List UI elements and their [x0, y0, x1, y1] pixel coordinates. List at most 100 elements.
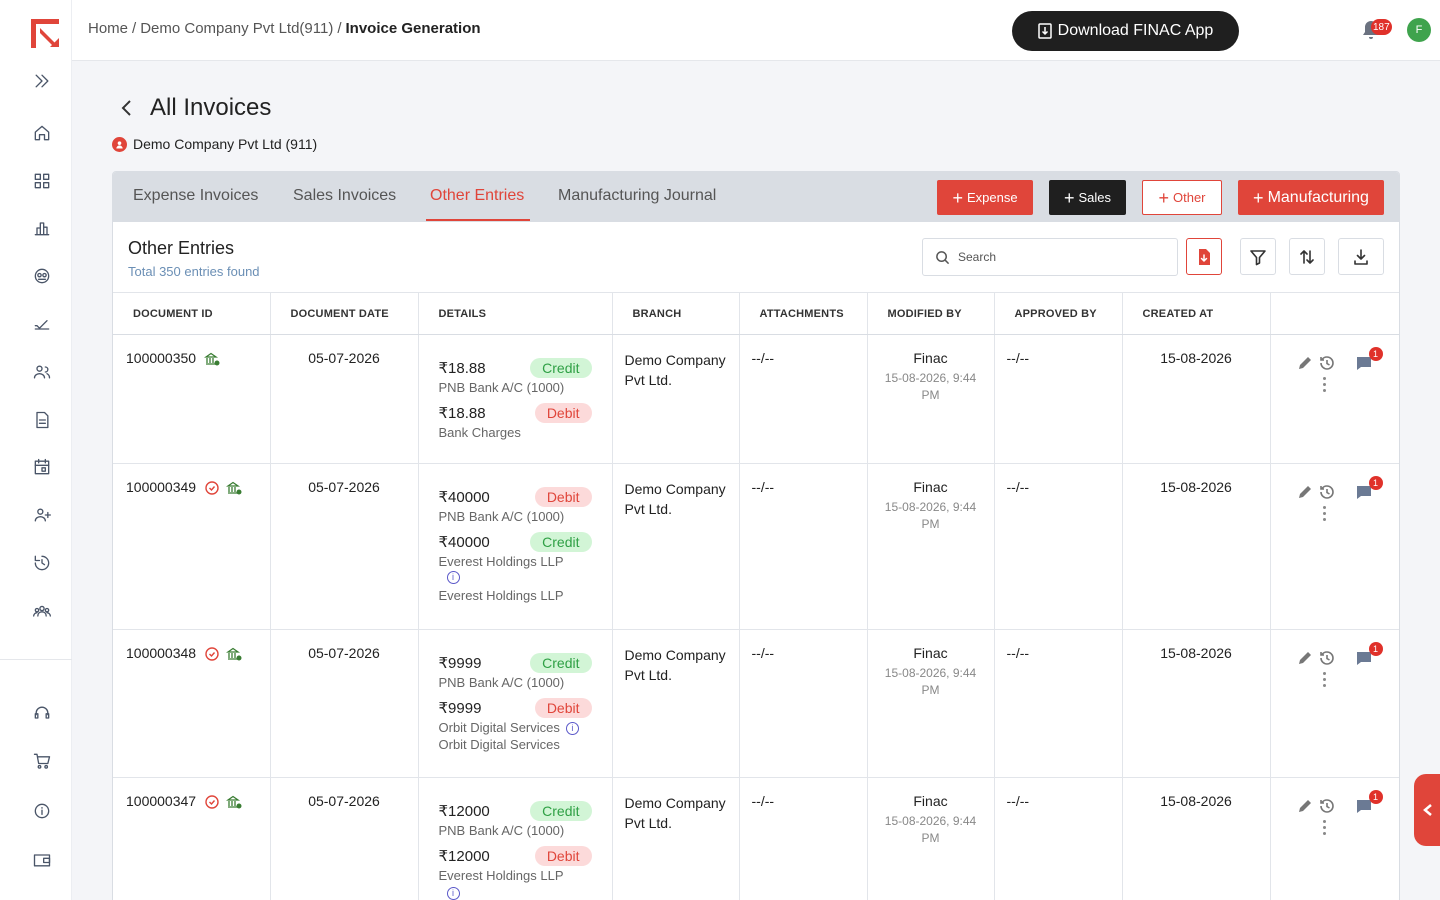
back-arrow-icon[interactable] [118, 98, 136, 118]
attachments: --/-- [739, 777, 868, 900]
info-icon[interactable]: i [446, 571, 460, 584]
bank-verified-icon [226, 648, 242, 661]
comment-count-badge: 1 [1368, 642, 1383, 656]
edit-pencil-icon[interactable] [1296, 797, 1314, 815]
active-tab-indicator [426, 219, 530, 221]
document-id[interactable]: 100000348 [126, 645, 197, 661]
comment-icon[interactable] [1355, 649, 1373, 667]
filter-icon [1250, 249, 1266, 265]
download-app-label: Download FINAC App [1057, 22, 1214, 39]
history-settings-icon[interactable] [30, 551, 54, 575]
modified-at: 15-08-2026, 9:44 PM [884, 500, 977, 531]
detail-account: Orbit Digital Services [438, 720, 560, 735]
more-options-icon[interactable] [1322, 377, 1326, 395]
breadcrumb: Home / Demo Company Pvt Ltd(911) / Invoice G… [88, 20, 481, 37]
notification-count-badge: 187 [1371, 19, 1392, 35]
detail-amount: ₹9999 [438, 655, 482, 672]
detail-account: Bank Charges [438, 425, 521, 440]
comment-icon[interactable] [1355, 797, 1373, 815]
edit-pencil-icon[interactable] [1296, 483, 1314, 501]
table-row[interactable]: 100000349 05-07-2026 ₹40000 Debit PNB Bank A… [113, 463, 1400, 630]
table-row[interactable]: 100000347 05-07-2026 ₹12000 Credit PNB Bank … [113, 777, 1399, 900]
sort-button[interactable] [1289, 238, 1325, 275]
created-at: 15-08-2026 [1122, 629, 1271, 778]
info-icon[interactable]: i [446, 887, 460, 900]
tab-expense-invoices[interactable]: Expense Invoices [133, 187, 259, 204]
user-avatar[interactable]: F [1407, 18, 1431, 42]
support-icon[interactable] [30, 701, 54, 725]
add-manufacturing-button[interactable]: + Manufacturing [1238, 180, 1384, 215]
tab-sales-invoices[interactable]: Sales Invoices [293, 187, 397, 204]
branch: Demo Company Pvt Ltd. [612, 777, 740, 900]
page-title: All Invoices [150, 94, 272, 121]
add-expense-label: Expense [966, 190, 1018, 205]
document-id[interactable]: 100000349 [126, 479, 197, 495]
download-app-button[interactable]: Download FINAC App [1012, 11, 1239, 51]
history-icon[interactable] [1318, 649, 1336, 667]
approved-by: --/-- [994, 629, 1123, 778]
cart-icon[interactable] [30, 749, 54, 773]
history-icon[interactable] [1318, 483, 1336, 501]
edit-pencil-icon[interactable] [1296, 649, 1314, 667]
document-icon[interactable] [30, 408, 54, 432]
wallet-icon[interactable] [30, 848, 54, 872]
comment-count-badge: 1 [1368, 347, 1383, 361]
home-icon[interactable] [30, 121, 54, 145]
add-user-icon[interactable] [30, 503, 54, 527]
add-other-button[interactable]: + Other [1142, 180, 1222, 215]
company-user-icon [112, 136, 127, 152]
add-sales-button[interactable]: + Sales [1049, 180, 1126, 215]
entries-table: DOCUMENT ID DOCUMENT DATE DETAILS BRANCH… [113, 292, 1400, 900]
search-box[interactable] [922, 238, 1178, 276]
approved-by: --/-- [994, 777, 1123, 900]
info-icon[interactable] [30, 799, 54, 823]
search-input[interactable] [958, 250, 1158, 264]
debit-badge: Debit [534, 698, 592, 718]
approvals-icon[interactable] [30, 312, 54, 336]
add-manufacturing-label: Manufacturing [1267, 188, 1369, 206]
document-date: 05-07-2026 [270, 777, 419, 900]
download-button[interactable] [1338, 238, 1384, 275]
users-icon[interactable] [30, 360, 54, 384]
row-actions: 1 [1271, 476, 1400, 529]
team-icon[interactable] [30, 599, 54, 623]
detail-amount: ₹40000 [438, 489, 490, 506]
finac-logo-icon[interactable] [28, 16, 62, 50]
detail-amount: ₹18.88 [438, 405, 486, 422]
history-icon[interactable] [1318, 797, 1336, 815]
expand-sidebar-icon[interactable] [30, 69, 54, 93]
comment-icon[interactable] [1355, 354, 1373, 372]
more-options-icon[interactable] [1322, 820, 1326, 838]
dashboard-grid-icon[interactable] [30, 169, 54, 193]
reports-chart-icon[interactable] [30, 216, 54, 240]
tab-manufacturing-journal[interactable]: Manufacturing Journal [558, 187, 717, 204]
detail-account: PNB Bank A/C (1000) [438, 675, 565, 690]
info-icon[interactable]: i [565, 722, 579, 736]
document-id[interactable]: 100000347 [126, 793, 197, 809]
calendar-icon[interactable] [30, 455, 54, 479]
export-pdf-button[interactable] [1186, 238, 1222, 275]
edit-pencil-icon[interactable] [1296, 354, 1314, 372]
tab-other-entries[interactable]: Other Entries [430, 187, 525, 204]
analytics-icon[interactable] [30, 264, 54, 288]
add-expense-button[interactable]: + Expense [937, 180, 1033, 215]
table-row[interactable]: 100000350 05-07-2026 ₹18.88 Credit PNB Bank … [113, 334, 1399, 464]
tab-bar: Expense Invoices Sales Invoices Other En… [113, 172, 1399, 222]
modified-at: 15-08-2026, 9:44 PM [884, 371, 977, 402]
filter-button[interactable] [1240, 238, 1276, 275]
table-row[interactable]: 100000348 05-07-2026 ₹9999 Credit PNB Bank A… [113, 629, 1399, 778]
table-header-row: DOCUMENT ID DOCUMENT DATE DETAILS BRANCH… [113, 292, 1399, 335]
side-panel-toggle[interactable] [1414, 774, 1440, 846]
more-options-icon[interactable] [1322, 506, 1326, 524]
breadcrumb-home[interactable]: Home [88, 20, 129, 37]
attachments: --/-- [739, 334, 868, 464]
company-indicator: Demo Company Pvt Ltd (911) [112, 136, 317, 152]
history-icon[interactable] [1318, 354, 1336, 372]
document-id[interactable]: 100000350 [126, 350, 197, 366]
more-options-icon[interactable] [1322, 672, 1326, 690]
credit-badge: Credit [530, 358, 592, 378]
breadcrumb-company[interactable]: Demo Company Pvt Ltd(911) [140, 20, 334, 37]
detail-account: Everest Holdings LLP [438, 554, 564, 569]
comment-icon[interactable] [1355, 483, 1373, 501]
modified-by: Finac [913, 350, 948, 366]
